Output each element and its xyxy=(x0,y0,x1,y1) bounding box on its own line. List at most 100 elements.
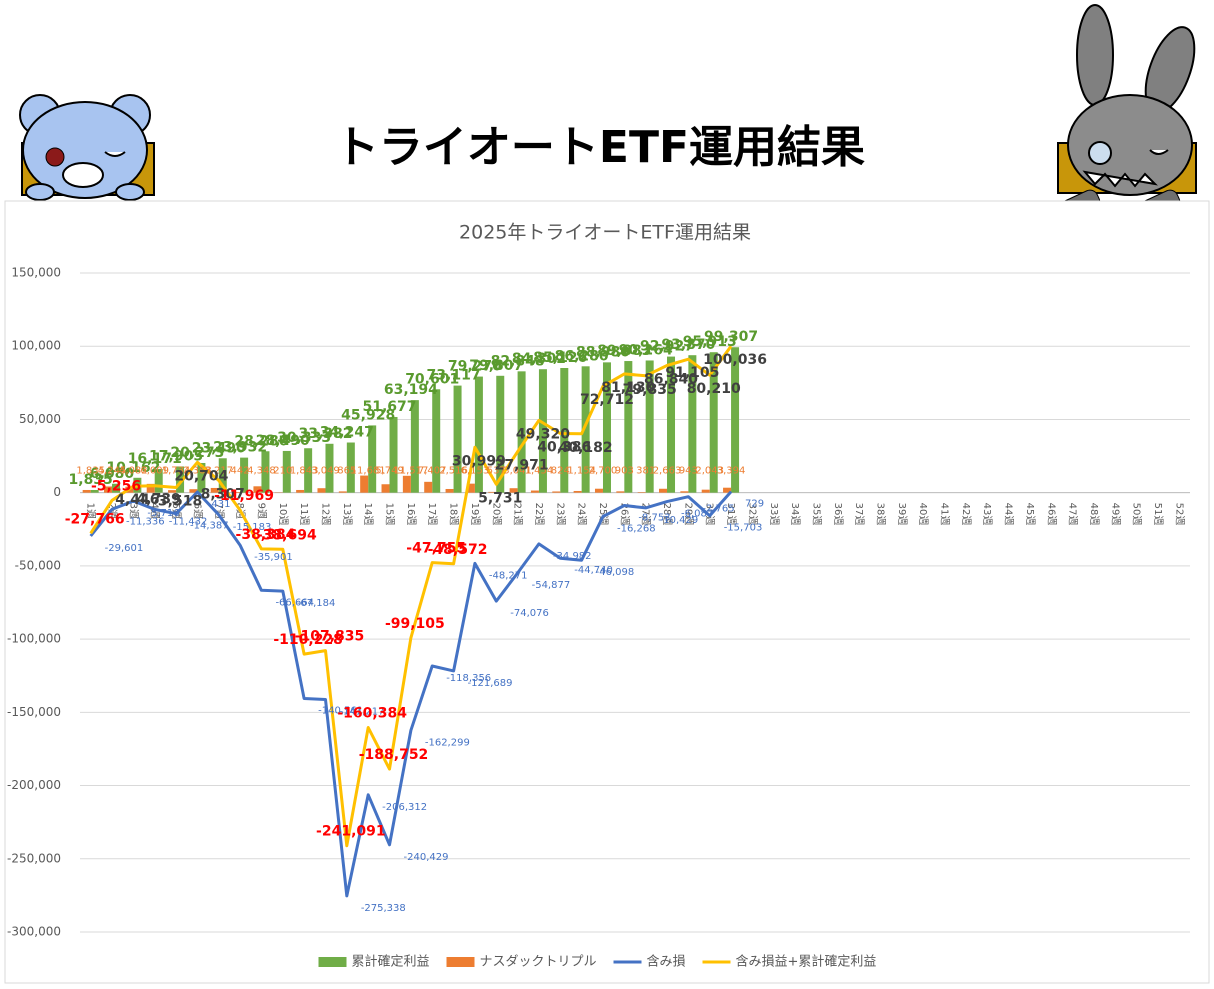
data-label: 3,394 xyxy=(717,466,746,477)
data-label: 99,307 xyxy=(704,329,758,345)
legend-label: ナスダックトリプル xyxy=(480,955,597,970)
data-label: -48,271 xyxy=(489,570,528,581)
y-tick-label: -250,000 xyxy=(7,851,61,865)
y-tick-label: -100,000 xyxy=(7,632,61,646)
bar xyxy=(382,484,390,492)
data-label: 27,971 xyxy=(495,458,549,474)
bar xyxy=(83,490,91,493)
bar xyxy=(574,491,582,493)
data-label: -27,766 xyxy=(65,511,125,527)
legend-label: 累計確定利益 xyxy=(352,954,430,970)
x-tick-label: 23週 xyxy=(554,503,566,526)
y-tick-label: -150,000 xyxy=(7,705,61,719)
x-tick-label: 33週 xyxy=(768,503,780,526)
x-tick-label: 41週 xyxy=(939,503,951,526)
x-tick-label: 18週 xyxy=(448,503,460,526)
x-tick-label: 47週 xyxy=(1067,503,1079,526)
x-tick-label: 51週 xyxy=(1152,503,1164,526)
y-tick-label: 150,000 xyxy=(11,266,61,280)
data-label: 2,663 xyxy=(653,466,682,477)
x-tick-label: 38週 xyxy=(874,503,886,526)
x-tick-label: 14週 xyxy=(362,503,374,526)
x-tick-label: 24週 xyxy=(576,503,588,526)
data-label: -14,387 xyxy=(190,521,229,532)
data-label: -54,877 xyxy=(532,580,571,591)
data-label: 5,731 xyxy=(478,490,522,506)
chart-frame xyxy=(5,201,1209,983)
bar xyxy=(595,489,603,493)
data-label: -74,076 xyxy=(510,608,549,619)
data-label: 80,210 xyxy=(687,381,741,397)
data-label: -240,429 xyxy=(404,852,449,863)
bar xyxy=(446,489,454,493)
legend-swatch xyxy=(447,957,475,967)
y-tick-label: 50,000 xyxy=(19,412,61,426)
bar xyxy=(296,490,304,493)
data-label: -162,299 xyxy=(425,737,470,748)
bar xyxy=(659,489,667,493)
x-tick-label: 13週 xyxy=(341,503,353,526)
data-label: -160,384 xyxy=(337,706,407,722)
bar xyxy=(702,490,710,493)
legend-label: 含み損益+累計確定利益 xyxy=(736,954,877,970)
data-label: 903 xyxy=(615,466,634,477)
x-tick-label: 34週 xyxy=(789,503,801,526)
data-label: -206,312 xyxy=(382,802,427,813)
data-label: -38,694 xyxy=(257,527,317,543)
data-label: 34,247 xyxy=(320,425,374,441)
x-tick-label: 9週 xyxy=(255,503,267,519)
page-title: トライオートETF運用結果 xyxy=(335,122,865,173)
x-tick-label: 22週 xyxy=(533,503,545,526)
rabbit-mascot xyxy=(1058,5,1205,223)
data-label: -99,105 xyxy=(385,616,445,632)
data-label: -188,752 xyxy=(359,747,429,763)
data-label: -16,268 xyxy=(617,523,656,534)
data-label: -107,835 xyxy=(295,629,365,645)
data-label: -2,765 xyxy=(702,504,734,515)
data-label: -15,703 xyxy=(724,523,763,534)
bar xyxy=(339,491,347,492)
x-tick-label: 42週 xyxy=(960,503,972,526)
bar xyxy=(531,491,539,493)
x-tick-label: 45週 xyxy=(1024,503,1036,526)
chart-title: 2025年トライオートETF運用結果 xyxy=(459,222,751,244)
data-label: 20,704 xyxy=(174,468,228,484)
x-tick-label: 48週 xyxy=(1088,503,1100,526)
x-tick-label: 12週 xyxy=(319,503,331,526)
data-label: 3,518 xyxy=(158,494,202,510)
x-tick-label: 35週 xyxy=(810,503,822,526)
bar xyxy=(403,476,411,493)
bar xyxy=(638,492,646,493)
bar xyxy=(390,417,398,493)
x-tick-label: 44週 xyxy=(1003,503,1015,526)
y-tick-label: -200,000 xyxy=(7,778,61,792)
bar xyxy=(317,488,325,492)
x-tick-label: 10週 xyxy=(277,503,289,526)
bar xyxy=(424,482,432,493)
data-label: -29,601 xyxy=(105,543,144,554)
data-label: -121,689 xyxy=(468,678,513,689)
bar xyxy=(616,491,624,492)
x-tick-label: 16週 xyxy=(405,503,417,526)
x-tick-label: 50週 xyxy=(1131,503,1143,526)
x-tick-label: 11週 xyxy=(298,503,310,526)
data-label: 51,677 xyxy=(363,399,417,415)
data-label: -46,098 xyxy=(596,567,635,578)
bar xyxy=(432,389,440,492)
data-label: -11,969 xyxy=(214,488,274,504)
x-tick-label: 15週 xyxy=(384,503,396,526)
data-label: 4,348 xyxy=(247,466,276,477)
data-label: 2,700 xyxy=(589,466,618,477)
data-label: -241,091 xyxy=(316,824,386,840)
bar xyxy=(680,491,688,492)
bar xyxy=(552,491,560,492)
x-tick-label: 36週 xyxy=(832,503,844,526)
x-tick-label: 49週 xyxy=(1109,503,1121,526)
legend-label: 含み損 xyxy=(647,954,686,970)
y-tick-label: -50,000 xyxy=(15,558,61,572)
data-label: 100,036 xyxy=(703,352,767,368)
y-tick-label: -300,000 xyxy=(7,925,61,939)
x-tick-label: 46週 xyxy=(1045,503,1057,526)
x-tick-label: 52週 xyxy=(1173,503,1185,526)
